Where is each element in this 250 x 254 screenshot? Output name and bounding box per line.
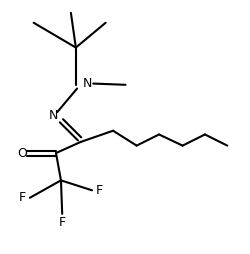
Text: N: N bbox=[82, 77, 91, 90]
Text: N: N bbox=[49, 109, 58, 122]
Text: F: F bbox=[59, 216, 66, 229]
Text: F: F bbox=[96, 184, 102, 197]
Text: O: O bbox=[18, 147, 27, 160]
Text: F: F bbox=[19, 191, 26, 204]
